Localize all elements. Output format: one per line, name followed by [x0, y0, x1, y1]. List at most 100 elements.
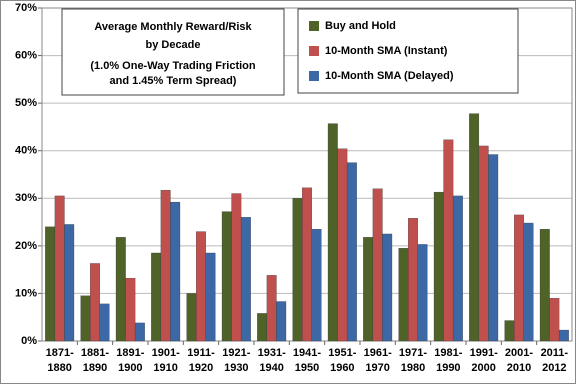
bar — [346, 162, 357, 342]
bar — [221, 211, 232, 342]
bar — [558, 329, 569, 342]
bar — [514, 214, 524, 342]
bar — [90, 263, 100, 342]
bar — [45, 226, 56, 342]
x-tick-label: 1881- 1890 — [81, 347, 109, 374]
x-tick-label: 1971- 1980 — [399, 347, 427, 374]
y-tick-label: 30% — [15, 192, 37, 204]
bar — [337, 148, 348, 342]
bar — [452, 195, 463, 342]
x-tick-label-line: 1940 — [259, 362, 283, 374]
x-tick-label-line: 1950 — [295, 362, 319, 374]
chart-title: Average Monthly Reward/Risk — [94, 21, 252, 33]
y-tick-label: 0% — [21, 335, 37, 347]
x-tick-label-line: 2010 — [507, 362, 531, 374]
bar — [478, 145, 489, 342]
legend-label: Buy and Hold — [325, 20, 396, 32]
x-tick-label-line: 1930 — [224, 362, 248, 374]
x-tick-label: 1891- 1900 — [116, 347, 144, 374]
x-tick-label-line: 1951- — [328, 347, 356, 359]
bar — [64, 224, 75, 342]
x-tick-label-line: 1970 — [365, 362, 389, 374]
bar — [292, 198, 303, 342]
bar — [115, 237, 126, 342]
x-tick-label-line: 1871- — [46, 347, 74, 359]
bar — [382, 233, 393, 342]
x-tick-label-line: 1901- — [152, 347, 180, 359]
bar — [170, 201, 181, 342]
bar — [231, 193, 242, 342]
x-tick-label-line: 2000 — [471, 362, 495, 374]
x-tick-label: 1941- 1950 — [293, 347, 321, 374]
x-tick-label-line: 1941- — [293, 347, 321, 359]
bar — [433, 191, 444, 342]
x-tick-label-line: 1971- — [399, 347, 427, 359]
bar — [539, 229, 550, 342]
x-tick-label: 1901- 1910 — [152, 347, 180, 374]
x-tick-label-line: 1910 — [153, 362, 177, 374]
bar — [186, 293, 197, 342]
bar — [363, 237, 374, 342]
x-tick-label: 1921- 1930 — [222, 347, 250, 374]
legend-label: 10-Month SMA (Delayed) — [325, 70, 454, 82]
y-tick-label: 10% — [15, 287, 37, 299]
chart-subtitle: and 1.45% Term Spread) — [110, 75, 237, 87]
title-box — [61, 8, 285, 96]
x-tick-label-line: 2001- — [505, 347, 533, 359]
bar — [240, 217, 251, 342]
legend-swatch — [309, 21, 319, 31]
x-tick-label: 2001- 2010 — [505, 347, 533, 374]
bar — [311, 229, 322, 342]
y-tick-label: 60% — [15, 49, 37, 61]
x-tick-label: 1951- 1960 — [328, 347, 356, 374]
x-tick-label-line: 2011- — [541, 347, 569, 359]
x-tick-label-line: 1881- — [81, 347, 109, 359]
y-tick-label: 20% — [15, 240, 37, 252]
bar — [488, 154, 499, 342]
x-tick-label-line: 1961- — [364, 347, 392, 359]
bar — [99, 303, 110, 342]
legend-swatch — [309, 46, 319, 56]
legend-box — [297, 8, 519, 94]
x-tick-label-line: 1891- — [116, 347, 144, 359]
bar — [469, 113, 480, 342]
bar — [205, 252, 216, 342]
x-tick-label: 1911- 1920 — [187, 347, 215, 374]
bar — [276, 301, 287, 342]
bar — [549, 298, 560, 342]
bar — [54, 195, 65, 342]
x-tick-label-line: 1981- — [434, 347, 462, 359]
bar — [196, 231, 206, 342]
x-tick-label-line: 2012 — [542, 362, 566, 374]
legend-swatch — [309, 71, 319, 81]
bar — [80, 295, 91, 342]
bar — [417, 244, 428, 342]
bar — [443, 139, 454, 342]
chart-subtitle: (1.0% One-Way Trading Friction — [90, 60, 256, 72]
bar — [302, 187, 312, 342]
bar — [160, 190, 171, 342]
x-tick-label-line: 1911- — [187, 347, 215, 359]
x-tick-label-line: 1991- — [470, 347, 498, 359]
x-tick-label-line: 1990 — [436, 362, 460, 374]
x-tick-label-line: 1920 — [189, 362, 213, 374]
y-tick-label: 70% — [15, 2, 37, 14]
x-tick-label-line: 1921- — [222, 347, 250, 359]
bar — [266, 275, 277, 342]
y-tick-label: 50% — [15, 97, 37, 109]
y-tick-label: 40% — [15, 145, 37, 157]
bar — [327, 123, 338, 342]
bar — [125, 278, 136, 342]
bar — [151, 252, 162, 342]
x-tick-label-line: 1980 — [401, 362, 425, 374]
x-tick-label-line: 1890 — [83, 362, 107, 374]
bar — [398, 248, 409, 342]
legend-label: 10-Month SMA (Instant) — [325, 45, 448, 57]
x-tick-label: 1961- 1970 — [364, 347, 392, 374]
bar — [372, 188, 383, 342]
x-tick-label: 1991- 2000 — [470, 347, 498, 374]
bar — [257, 313, 268, 342]
x-tick-label-line: 1900 — [118, 362, 142, 374]
